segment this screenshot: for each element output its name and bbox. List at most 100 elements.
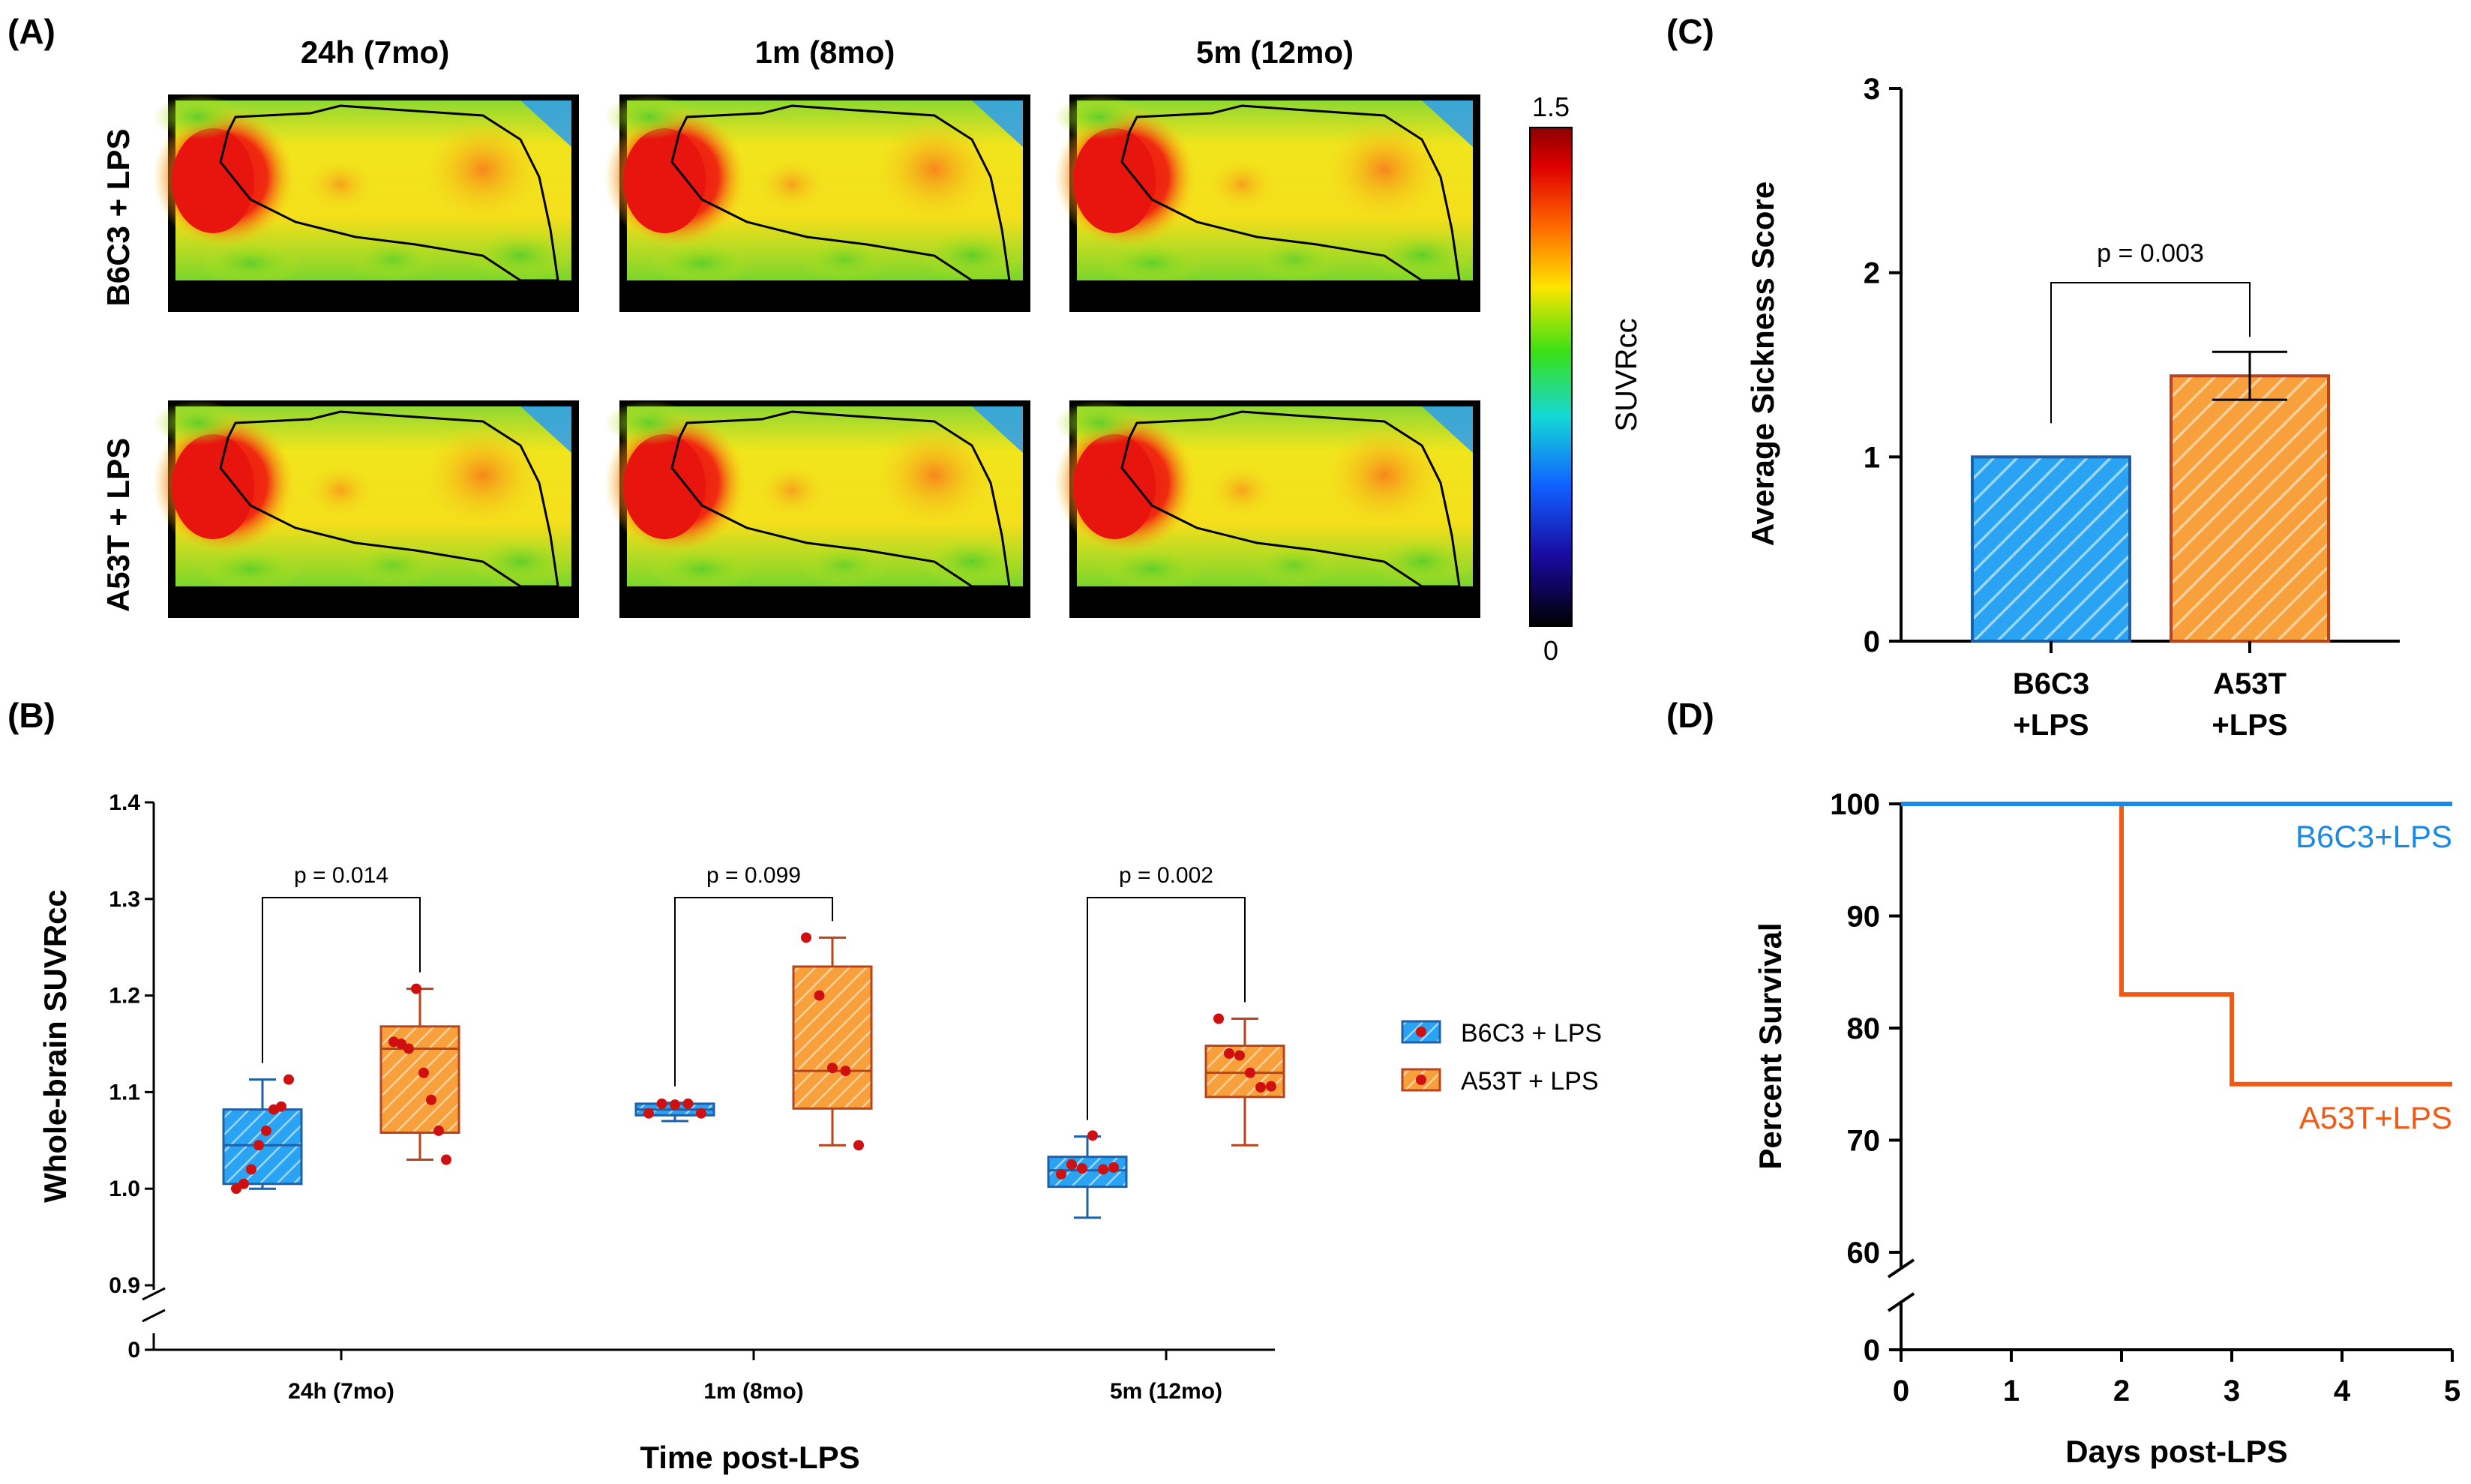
colorbar-label: SUVRcc [1610, 318, 1643, 431]
legend-label-b6c3: B6C3 + LPS [1461, 1019, 1602, 1048]
y-tick-label: 3 [1864, 73, 1880, 106]
data-point-b6c3-1 [670, 1099, 680, 1111]
data-point-b6c3-1 [656, 1098, 667, 1109]
x-tick-label: 5 [2444, 1375, 2461, 1408]
data-point-a53t-0 [433, 1125, 444, 1136]
p-value-label: p = 0.099 [706, 863, 801, 888]
significance-bracket [262, 897, 421, 1063]
x-tick-label: 24h (7mo) [288, 1379, 394, 1404]
x-axis-title: Days post-LPS [2065, 1434, 2287, 1469]
heatmap-mean-b6c3-5m: Mean = 1.02 / n=6 [1153, 307, 1397, 340]
x-tick-label: 1 [2003, 1375, 2020, 1408]
x-tick-label-line1: B6C3 [2013, 667, 2089, 700]
data-point-a53t-0 [411, 983, 421, 994]
data-point-a53t-0 [426, 1094, 436, 1105]
data-point-a53t-1 [801, 932, 811, 943]
panelA-col-title-2: 1m (8mo) [755, 34, 895, 70]
data-point-a53t-0 [396, 1039, 406, 1049]
data-point-b6c3-0 [253, 1140, 264, 1151]
series-label-b6c3: B6C3+LPS [2296, 819, 2452, 854]
data-point-b6c3-0 [276, 1101, 286, 1112]
x-tick-label: 1m (8mo) [703, 1379, 803, 1404]
data-point-b6c3-1 [682, 1098, 694, 1109]
data-point-b6c3-1 [643, 1108, 654, 1119]
x-axis-title: Time post-LPS [640, 1440, 859, 1475]
p-value-label: p = 0.003 [2097, 239, 2204, 268]
p-value-label: p = 0.014 [294, 863, 388, 888]
panelA-col-title-3: 5m (12mo) [1196, 34, 1354, 70]
y-tick-label: 1 [1864, 441, 1880, 474]
data-point-b6c3-2 [1077, 1163, 1087, 1174]
panel-label-d: (D) [1666, 696, 1714, 735]
x-tick-label: 3 [2224, 1375, 2240, 1408]
data-point-a53t-0 [441, 1154, 451, 1165]
significance-bracket [2050, 282, 2251, 424]
heatmap-mean-a53t-24h: Mean = 1.12 / n=8 [252, 613, 496, 646]
box-b6c3-0 [222, 1108, 303, 1186]
heatmap-b6c3-24h [151, 93, 580, 313]
data-point-a53t-2 [1266, 1081, 1276, 1092]
data-point-b6c3-0 [231, 1183, 241, 1195]
y-tick-label: 0.9 [109, 1273, 140, 1298]
colorbar [1529, 127, 1573, 627]
y-tick-label: 0 [1864, 625, 1880, 658]
legend-dot-b6c3 [1416, 1027, 1426, 1037]
y-tick-label: 2 [1864, 257, 1880, 290]
y-tick-label: 1.3 [109, 887, 140, 912]
data-point-b6c3-2 [1108, 1162, 1119, 1173]
panel-label-a: (A) [7, 12, 55, 51]
box-a53t-1 [792, 965, 873, 1110]
y-axis-title: Average Sickness Score [1745, 181, 1780, 546]
x-tick-label-line1: A53T [2213, 667, 2287, 700]
colorbar-min: 0 [1543, 635, 1558, 666]
heatmap-a53t-1m [603, 399, 1032, 619]
p-value-label: p = 0.002 [1119, 863, 1213, 888]
series-label-a53t: A53T+LPS [2299, 1100, 2452, 1135]
data-point-b6c3-2 [1087, 1130, 1098, 1141]
heatmap-a53t-24h [151, 399, 580, 619]
y-tick-label: 1.1 [109, 1080, 140, 1105]
data-point-a53t-2 [1234, 1050, 1245, 1061]
panelA-col-title-1: 24h (7mo) [301, 34, 449, 70]
y-axis-title: Whole-brain SUVRcc [37, 889, 73, 1203]
y-tick-label: 1.2 [109, 984, 140, 1009]
data-point-b6c3-0 [283, 1074, 294, 1085]
colorbar-max: 1.5 [1532, 91, 1570, 122]
data-point-b6c3-0 [246, 1164, 256, 1175]
axis-break-mark [1887, 1258, 1915, 1279]
bar-0 [1971, 455, 2131, 643]
heatmap-mean-a53t-5m: Mean = 1.12 / n=6 [1153, 613, 1397, 646]
data-point-a53t-2 [1255, 1081, 1266, 1093]
x-tick-label: 2 [2113, 1375, 2130, 1408]
heatmap-mean-b6c3-24h: Mean = 1.05 / n=8 [252, 307, 496, 340]
significance-bracket [1087, 897, 1246, 1120]
y-tick-label: 60 [1847, 1237, 1881, 1270]
y-tick-label: 1.4 [109, 790, 140, 815]
panelA-row-title-1: B6C3 + LPS [100, 129, 136, 307]
data-point-b6c3-0 [261, 1125, 271, 1136]
data-point-b6c3-2 [1066, 1159, 1077, 1170]
axis-break-mark [1887, 1292, 1915, 1312]
data-point-a53t-2 [1245, 1067, 1255, 1078]
box-a53t-2 [1204, 1045, 1285, 1099]
data-point-a53t-2 [1224, 1048, 1234, 1059]
data-point-a53t-1 [840, 1066, 851, 1077]
panel-c-bar-chart: 0 1 2 3 Average Sickness Score B6C3 +LPS A53T +L… [1745, 73, 2400, 742]
legend-label-a53t: A53T + LPS [1461, 1067, 1599, 1096]
heatmap-mean-a53t-1m: Mean = 1.15 / n=5 [703, 613, 947, 646]
heatmap-b6c3-1m [603, 93, 1032, 313]
x-tick-label-line2: +LPS [2212, 709, 2287, 742]
y-tick-label: 0 [127, 1338, 140, 1363]
y-axis-title: Percent Survival [1753, 922, 1788, 1169]
heatmap-mean-b6c3-1m: Mean = 1.08 / n=5 [703, 307, 947, 340]
panel-label-b: (B) [7, 696, 55, 735]
x-tick-label: 5m (12mo) [1110, 1379, 1222, 1404]
panel-b-boxplot: 0.9 1.0 1.1 1.2 1.3 1.4 0 Whole-brain SUVRcc Tim… [37, 790, 1602, 1475]
y-tick-label: 70 [1847, 1125, 1881, 1158]
axis-break-mark [142, 1309, 166, 1323]
bar-1 [2170, 374, 2330, 643]
y-tick-label: 0 [1864, 1334, 1880, 1367]
x-tick-label: 4 [2334, 1375, 2351, 1408]
data-point-a53t-0 [403, 1043, 414, 1054]
data-point-a53t-1 [853, 1140, 864, 1151]
